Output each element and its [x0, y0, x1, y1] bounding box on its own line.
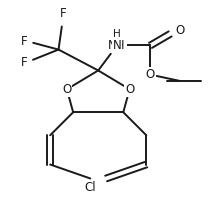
- Text: O: O: [125, 83, 134, 96]
- Text: N: N: [113, 39, 121, 52]
- Text: Cl: Cl: [84, 181, 96, 194]
- Text: F: F: [20, 35, 27, 48]
- Text: O: O: [62, 83, 71, 96]
- Text: F: F: [59, 7, 66, 20]
- Text: O: O: [146, 68, 155, 81]
- Text: O: O: [176, 24, 185, 37]
- Text: H: H: [113, 29, 121, 39]
- Text: NH: NH: [108, 39, 126, 52]
- Text: F: F: [20, 56, 27, 69]
